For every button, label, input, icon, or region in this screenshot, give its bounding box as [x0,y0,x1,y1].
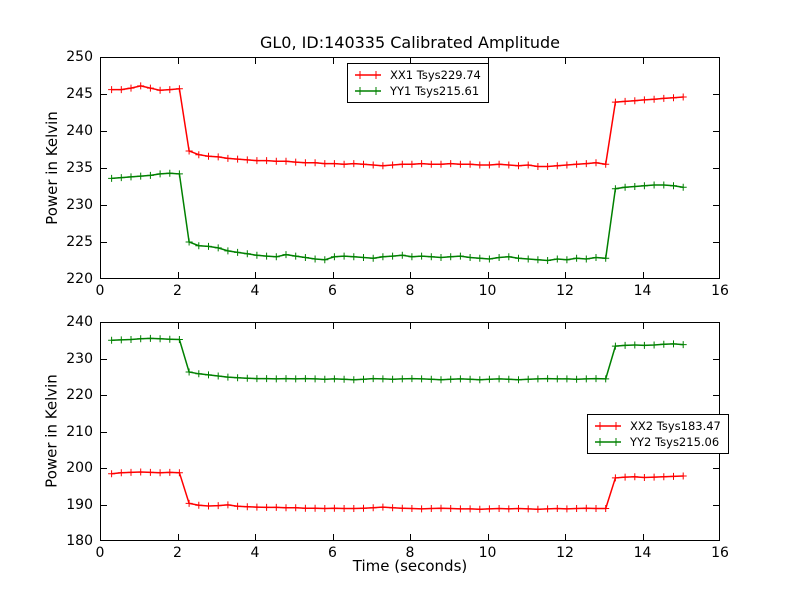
x-tick-label: 8 [405,283,415,299]
x-tick-label: 2 [173,283,182,299]
x-tick-label: 0 [95,283,105,299]
y-tick-label: 230 [66,197,93,213]
x-tick-label: 6 [328,283,337,299]
x-tick-label: 10 [478,283,497,299]
y-tick-label: 245 [66,86,93,102]
x-tick-label: 6 [328,545,337,561]
legend-line-sample-xx2 [595,422,621,430]
series-markers-yy2 [108,334,687,384]
y-tick-label: 220 [66,271,93,287]
legend-entry-xx1: XX1 Tsys229.74 [354,67,481,83]
bottom-legend: XX2 Tsys183.47 YY2 Tsys215.06 [587,414,729,454]
top-plot-area [100,57,720,279]
y-tick-label: 180 [66,533,93,549]
series-markers-yy1 [108,169,687,264]
legend-line-sample-yy2 [595,438,621,446]
legend-label-xx1: XX1 Tsys229.74 [390,68,481,82]
x-tick-label: 0 [95,545,105,561]
top-y-axis-label: Power in Kelvin [43,111,61,225]
legend-entry-yy1: YY1 Tsys215.61 [354,83,481,99]
y-tick-label: 225 [66,234,93,250]
y-tick-label: 240 [66,314,93,330]
series-line-xx2 [111,471,684,510]
axes-frame [100,57,720,279]
x-tick-label: 14 [633,283,652,299]
bottom-plot-area [100,322,720,541]
x-tick-label: 14 [633,545,652,561]
y-tick-label: 210 [66,423,93,440]
figure-title: GL0, ID:140335 Calibrated Amplitude [259,33,560,52]
x-tick-label: 8 [405,545,415,561]
legend-label-xx2: XX2 Tsys183.47 [630,419,721,433]
series-line-yy1 [111,172,684,262]
legend-entry-xx2: XX2 Tsys183.47 [594,418,721,434]
series-markers-xx2 [108,468,687,513]
legend-label-yy1: YY1 Tsys215.61 [390,84,480,98]
x-tick-label: 16 [711,283,729,299]
x-tick-label: 16 [711,545,729,561]
x-tick-label: 12 [556,283,574,299]
legend-label-yy2: YY2 Tsys215.06 [630,435,720,449]
series-markers-xx1 [108,82,687,170]
x-tick-label: 4 [250,545,260,561]
y-tick-label: 200 [66,460,93,476]
x-axis-label: Time (seconds) [352,557,468,575]
x-tick-label: 10 [478,545,497,561]
y-tick-label: 240 [66,123,93,139]
legend-line-sample-xx1 [355,71,381,79]
legend-entry-yy2: YY2 Tsys215.06 [594,434,721,450]
y-tick-label: 235 [66,160,93,176]
x-tick-label: 2 [173,545,182,561]
y-tick-label: 220 [66,387,93,403]
legend-line-sample-yy1 [355,87,381,95]
top-legend: XX1 Tsys229.74 YY1 Tsys215.61 [347,63,489,103]
x-tick-label: 12 [556,545,574,561]
bottom-y-axis-label: Power in Kelvin [42,374,61,488]
y-tick-label: 190 [66,496,93,513]
x-tick-label: 4 [250,283,260,299]
y-tick-label: 230 [66,350,93,367]
y-tick-label: 250 [66,49,93,65]
